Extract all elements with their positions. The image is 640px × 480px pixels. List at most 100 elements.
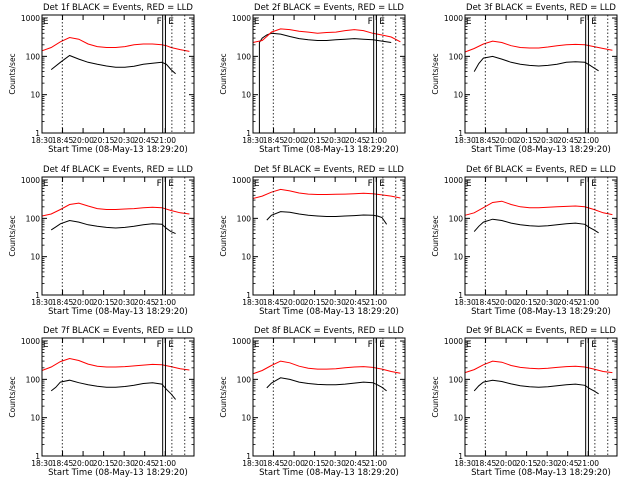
y-tick-label: 100 [26,214,41,223]
x-axis-label: Start Time (08-May-13 18:29:20) [471,307,611,317]
marker-label-e: E [43,17,49,27]
x-tick-label: 20:30 [324,459,346,468]
x-tick-label: 20:15 [304,459,326,468]
x-tick-label: 20:30 [536,136,558,145]
x-tick-label: 20:45 [557,136,579,145]
x-tick-label: 21:00 [577,136,599,145]
y-tick-label: 100 [449,214,464,223]
y-tick-label: 1000 [21,14,40,23]
x-tick-label: 18:30 [454,136,476,145]
x-tick-label: 21:00 [154,298,176,307]
x-tick-label: 20:45 [134,136,156,145]
x-axis-label: Start Time (08-May-13 18:29:20) [259,468,399,478]
x-tick-label: 18:30 [242,459,264,468]
x-tick-label: 20:00 [495,298,517,307]
x-tick-label: 18:30 [454,459,476,468]
y-tick-label: 1 [35,452,40,461]
panel-title: Det 6f BLACK = Events, RED = LLD [466,165,616,175]
series-line-lld [464,40,613,53]
marker-label-e: E [168,340,174,350]
x-tick-label: 21:00 [577,298,599,307]
y-tick-label: 1000 [444,14,463,23]
y-tick-label: 10 [30,414,40,423]
x-tick-label: 20:00 [283,136,305,145]
x-tick-label: 20:15 [516,136,538,145]
series-line-events [266,377,387,392]
x-tick-label: 20:30 [536,459,558,468]
x-tick-label: 18:45 [52,136,74,145]
x-tick-label: 18:45 [263,136,285,145]
x-tick-label: 20:00 [495,136,517,145]
x-tick-label: 20:30 [113,298,135,307]
y-tick-label: 100 [237,375,252,384]
series-line-lld [464,200,613,216]
x-axis-label: Start Time (08-May-13 18:29:20) [48,468,188,478]
x-tick-label: 21:00 [365,459,387,468]
plot-frame [41,337,195,457]
y-axis-label: Counts/sec [8,376,17,417]
marker-label-e: E [254,179,260,189]
y-axis-label: Counts/sec [431,376,440,417]
x-tick-label: 18:30 [454,298,476,307]
x-tick-label: 18:45 [475,136,497,145]
series-line-lld [464,360,613,374]
series-line-lld [252,360,401,375]
plot-frame [252,176,406,296]
series-line-events [473,218,599,234]
marker-label-e: E [591,179,597,189]
x-tick-label: 20:45 [345,298,367,307]
marker-label-e: E [466,179,472,189]
x-tick-label: 20:15 [93,298,115,307]
marker-label-e: E [168,17,174,27]
panel-title: Det 1f BLACK = Events, RED = LLD [43,3,193,13]
x-tick-label: 18:45 [475,459,497,468]
y-tick-label: 1 [35,129,40,138]
y-tick-label: 1000 [232,176,251,185]
marker-label-e: E [43,340,49,350]
x-tick-label: 20:45 [345,459,367,468]
y-tick-label: 1000 [444,176,463,185]
y-tick-label: 1 [458,129,463,138]
series-line-events [50,219,176,235]
series-line-lld [41,202,190,217]
plot-frame [464,337,618,457]
series-line-events [50,379,176,400]
x-tick-label: 20:00 [283,459,305,468]
y-axis-label: Counts/sec [219,376,228,417]
marker-label-e: E [466,340,472,350]
x-tick-label: 21:00 [365,298,387,307]
series-line-lld [41,36,190,52]
y-tick-label: 100 [26,52,41,61]
plot-frame [41,14,195,134]
panel-title: Det 2f BLACK = Events, RED = LLD [254,3,404,13]
y-tick-label: 10 [241,253,251,262]
panel-title: Det 9f BLACK = Events, RED = LLD [466,326,616,336]
y-tick-label: 1 [246,291,251,300]
y-tick-label: 100 [449,52,464,61]
marker-label-f: F [157,17,162,27]
x-tick-label: 20:30 [536,298,558,307]
y-axis-label: Counts/sec [8,53,17,94]
marker-label-e: E [466,17,472,27]
x-tick-label: 18:45 [263,298,285,307]
x-axis-label: Start Time (08-May-13 18:29:20) [259,145,399,155]
marker-label-f: F [368,17,373,27]
y-tick-label: 10 [241,414,251,423]
y-tick-label: 1000 [444,337,463,346]
x-tick-label: 20:30 [324,136,346,145]
x-tick-label: 21:00 [365,136,387,145]
marker-label-f: F [580,17,585,27]
x-axis-label: Start Time (08-May-13 18:29:20) [471,468,611,478]
x-tick-label: 18:30 [242,298,264,307]
plot-frame [252,14,406,134]
x-tick-label: 18:30 [31,136,53,145]
marker-label-f: F [580,179,585,189]
y-axis-label: Counts/sec [219,215,228,256]
